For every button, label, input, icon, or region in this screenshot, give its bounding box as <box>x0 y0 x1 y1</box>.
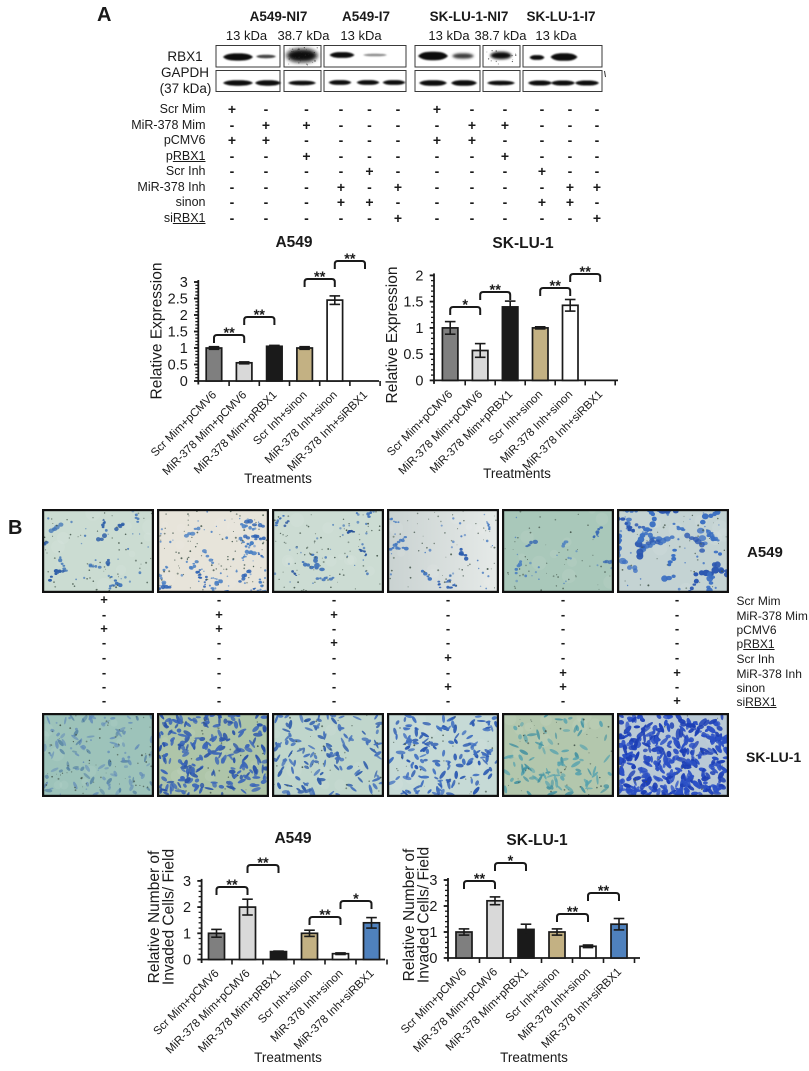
svg-text:**: ** <box>226 878 238 894</box>
svg-text:*: * <box>508 854 514 870</box>
svg-text:*: * <box>353 892 359 908</box>
svg-text:3: 3 <box>429 873 437 889</box>
svg-text:3: 3 <box>183 874 191 890</box>
svg-text:**: ** <box>254 308 266 324</box>
svg-text:0: 0 <box>183 953 191 969</box>
svg-text:**: ** <box>567 905 579 921</box>
svg-text:Treatments: Treatments <box>500 1050 568 1065</box>
svg-text:**: ** <box>257 856 269 872</box>
svg-text:0: 0 <box>429 951 437 967</box>
svg-text:3: 3 <box>180 275 188 291</box>
svg-text:Scr Inh+sinon: Scr Inh+sinon <box>504 966 562 1024</box>
svg-text:Relative Number of: Relative Number of <box>146 850 163 983</box>
svg-text:Invaded Cells/ Field: Invaded Cells/ Field <box>161 849 178 985</box>
svg-text:1: 1 <box>183 926 191 942</box>
svg-text:Relative Expression: Relative Expression <box>384 267 401 404</box>
svg-text:**: ** <box>580 265 592 281</box>
svg-text:1: 1 <box>180 341 188 357</box>
svg-text:**: ** <box>474 872 486 888</box>
svg-text:2.5: 2.5 <box>168 292 188 308</box>
svg-text:Invaded Cells/ Field: Invaded Cells/ Field <box>416 847 433 983</box>
svg-text:2: 2 <box>183 900 191 916</box>
svg-text:0.5: 0.5 <box>168 358 188 374</box>
svg-text:2: 2 <box>415 268 423 284</box>
svg-text:Treatments: Treatments <box>254 1050 322 1065</box>
svg-text:A549: A549 <box>274 830 311 847</box>
svg-text:0: 0 <box>180 374 188 390</box>
svg-text:A549: A549 <box>275 234 312 251</box>
svg-text:SK-LU-1: SK-LU-1 <box>506 832 568 849</box>
svg-text:2: 2 <box>429 899 437 915</box>
svg-text:**: ** <box>314 270 326 286</box>
svg-text:1.5: 1.5 <box>403 295 423 311</box>
svg-text:**: ** <box>598 884 610 900</box>
svg-text:**: ** <box>319 908 331 924</box>
svg-text:Treatments: Treatments <box>483 466 551 481</box>
svg-text:Relative Number of: Relative Number of <box>401 848 418 981</box>
svg-text:1: 1 <box>429 925 437 941</box>
svg-text:**: ** <box>223 326 235 342</box>
svg-text:1.5: 1.5 <box>168 325 188 341</box>
svg-text:**: ** <box>344 252 356 268</box>
svg-text:2: 2 <box>180 308 188 324</box>
svg-text:Treatments: Treatments <box>244 471 312 486</box>
svg-text:SK-LU-1: SK-LU-1 <box>492 235 554 252</box>
svg-text:Scr Inh+sinon: Scr Inh+sinon <box>256 968 314 1026</box>
svg-text:0: 0 <box>415 373 423 389</box>
svg-text:Relative Expression: Relative Expression <box>149 263 166 400</box>
svg-text:**: ** <box>490 283 502 299</box>
svg-text:*: * <box>462 298 468 314</box>
svg-text:1: 1 <box>415 321 423 337</box>
svg-text:**: ** <box>550 279 562 295</box>
svg-text:0.5: 0.5 <box>403 347 423 363</box>
